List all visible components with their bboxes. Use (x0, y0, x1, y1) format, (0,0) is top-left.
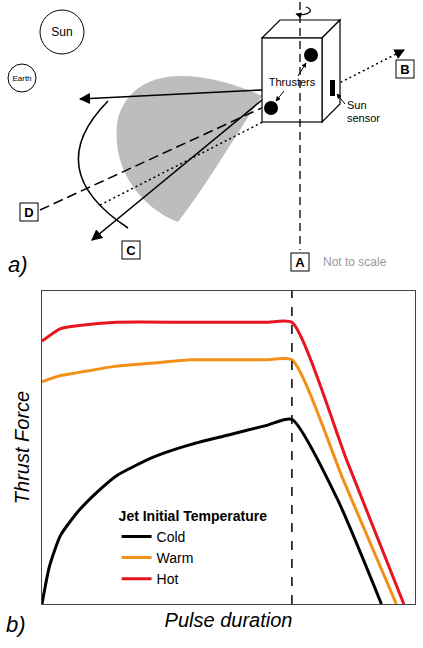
svg-text:D: D (24, 205, 33, 220)
svg-text:Not to scale: Not to scale (323, 255, 387, 269)
svg-text:C: C (126, 243, 136, 258)
svg-text:Hot: Hot (157, 571, 179, 587)
svg-text:Pulse duration: Pulse duration (165, 609, 293, 631)
html-text:b): b) (6, 612, 26, 637)
svg-text:Sun: Sun (51, 25, 72, 39)
svg-text:B: B (400, 62, 409, 77)
svg-text:Cold: Cold (157, 529, 186, 545)
svg-text:A: A (295, 255, 305, 270)
svg-text:Thrust Force: Thrust Force (11, 391, 33, 504)
svg-text:Sunsensor: Sunsensor (347, 99, 380, 124)
svg-text:a): a) (8, 252, 28, 277)
svg-text:Thrusters: Thrusters (269, 76, 316, 88)
svg-text:Warm: Warm (157, 550, 194, 566)
svg-text:Jet Initial Temperature: Jet Initial Temperature (119, 508, 268, 524)
svg-text:Earth: Earth (12, 74, 31, 83)
